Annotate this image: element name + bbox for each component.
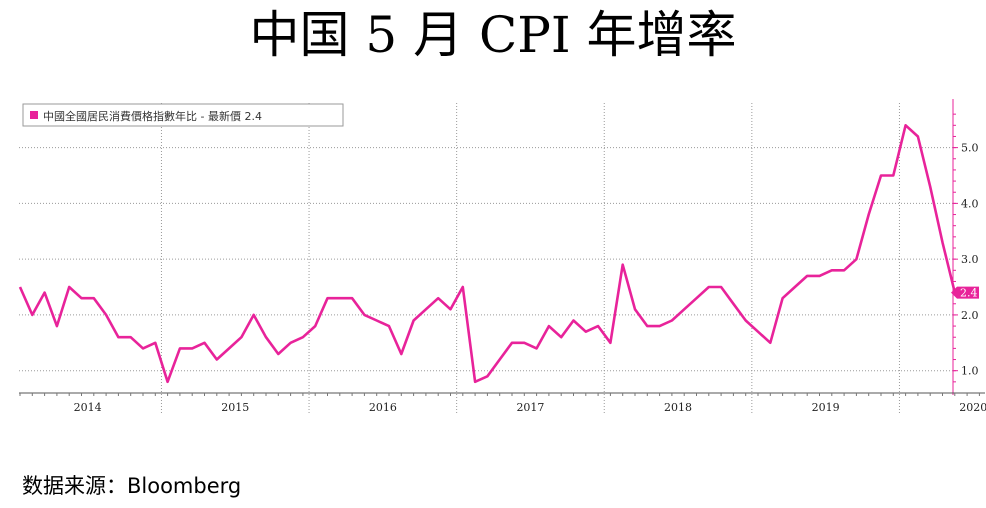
x-year-label: 2020: [959, 401, 986, 414]
legend: 中國全國居民消費價格指數年比 - 最新價 2.4: [22, 103, 344, 127]
last-value-label: 2.4: [960, 287, 978, 300]
cpi-line-chart: 1.0 2.0 3.0 4.0 5.0 2014 2015 2016 2017 2018 2019 2…: [18, 99, 986, 415]
legend-swatch: [30, 111, 38, 119]
x-year-label: 2014: [74, 401, 102, 414]
x-year-label: 2018: [664, 401, 692, 414]
y-tick-label: 2.0: [961, 309, 979, 322]
y-tick-label: 3.0: [961, 253, 979, 266]
cpi-series-line: [18, 123, 957, 384]
x-year-label: 2016: [369, 401, 397, 414]
x-year-label: 2019: [812, 401, 840, 414]
x-year-label: 2017: [516, 401, 544, 414]
axes: 1.0 2.0 3.0 4.0 5.0 2014 2015 2016 2017 2018 2019 2…: [19, 99, 986, 414]
y-tick-label: 5.0: [961, 142, 979, 155]
chart-title: 中国 5 月 CPI 年增率: [249, 6, 737, 64]
y-tick-label: 1.0: [961, 365, 979, 378]
series-layer: [18, 123, 957, 384]
source-note: 数据来源：Bloomberg: [22, 474, 242, 498]
y-tick-label: 4.0: [961, 197, 979, 210]
x-year-label: 2015: [221, 401, 249, 414]
last-value-tag: [951, 286, 979, 299]
legend-box: [22, 103, 344, 127]
grid-lines: [19, 103, 953, 415]
legend-label: 中國全國居民消費價格指數年比 - 最新價 2.4: [43, 109, 262, 123]
chart-area: 1.0 2.0 3.0 4.0 5.0 2014 2015 2016 2017 2018 2019 2…: [0, 95, 986, 425]
